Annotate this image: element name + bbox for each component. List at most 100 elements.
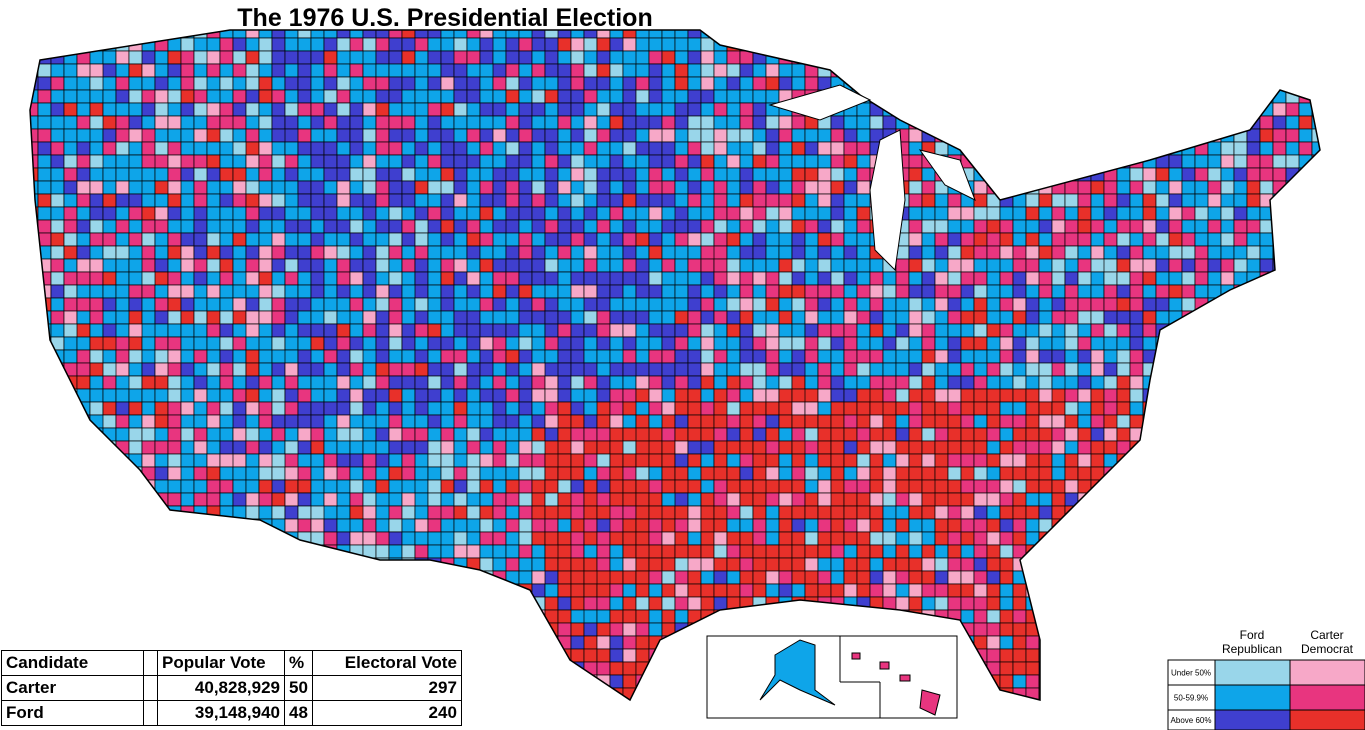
county bbox=[1259, 505, 1274, 520]
county bbox=[1064, 362, 1079, 377]
county bbox=[89, 453, 104, 468]
county bbox=[89, 37, 104, 52]
county bbox=[1233, 492, 1248, 507]
county bbox=[765, 336, 780, 351]
county bbox=[1077, 401, 1092, 416]
county bbox=[726, 375, 741, 390]
county bbox=[882, 271, 897, 286]
county bbox=[154, 30, 169, 39]
county bbox=[518, 50, 533, 65]
county bbox=[1220, 505, 1235, 520]
county bbox=[1181, 245, 1196, 260]
county bbox=[245, 544, 273, 559]
county bbox=[258, 362, 273, 377]
county bbox=[1103, 583, 1118, 598]
county bbox=[30, 154, 39, 169]
county bbox=[167, 479, 182, 494]
county bbox=[739, 37, 754, 52]
county bbox=[1207, 492, 1222, 507]
county bbox=[557, 401, 572, 416]
county bbox=[297, 128, 312, 143]
county bbox=[1285, 531, 1300, 546]
county bbox=[1311, 427, 1320, 442]
county bbox=[297, 180, 312, 195]
county bbox=[973, 271, 988, 286]
county bbox=[1064, 76, 1079, 91]
county bbox=[986, 219, 1001, 234]
county bbox=[1272, 102, 1287, 117]
county bbox=[1246, 427, 1261, 442]
county bbox=[1142, 375, 1170, 390]
county bbox=[167, 375, 182, 390]
county bbox=[440, 388, 455, 403]
county bbox=[544, 232, 559, 247]
county bbox=[973, 440, 988, 455]
county bbox=[89, 30, 117, 39]
county bbox=[583, 154, 598, 169]
county bbox=[778, 440, 793, 455]
county bbox=[258, 219, 273, 234]
county bbox=[323, 362, 338, 377]
county bbox=[271, 596, 299, 611]
county bbox=[1012, 271, 1027, 286]
county bbox=[297, 141, 312, 156]
county bbox=[1012, 401, 1027, 416]
county bbox=[50, 310, 65, 325]
county bbox=[375, 89, 390, 104]
county bbox=[908, 362, 923, 377]
county bbox=[856, 180, 871, 195]
county bbox=[271, 102, 286, 117]
county bbox=[934, 583, 949, 598]
county bbox=[1311, 570, 1320, 585]
county bbox=[427, 518, 442, 533]
county bbox=[1103, 245, 1118, 260]
county bbox=[908, 479, 923, 494]
county bbox=[934, 544, 949, 559]
county bbox=[960, 258, 975, 273]
county bbox=[804, 50, 819, 65]
county bbox=[271, 167, 286, 182]
county bbox=[648, 531, 663, 546]
county bbox=[596, 310, 611, 325]
county bbox=[1194, 635, 1209, 650]
county bbox=[115, 635, 143, 650]
county bbox=[154, 193, 169, 208]
county bbox=[1038, 167, 1066, 182]
county bbox=[531, 479, 546, 494]
county bbox=[830, 622, 845, 637]
county bbox=[986, 284, 1001, 299]
county bbox=[713, 492, 728, 507]
county bbox=[128, 466, 143, 481]
county bbox=[89, 531, 104, 546]
county bbox=[349, 180, 364, 195]
county bbox=[1142, 310, 1157, 325]
county bbox=[362, 388, 377, 403]
county bbox=[37, 505, 52, 520]
county bbox=[622, 544, 637, 559]
county bbox=[947, 609, 962, 624]
county bbox=[219, 76, 234, 91]
county bbox=[635, 388, 650, 403]
county bbox=[167, 310, 182, 325]
county bbox=[1116, 635, 1131, 650]
county bbox=[1207, 440, 1222, 455]
county bbox=[817, 180, 832, 195]
county bbox=[1220, 297, 1235, 312]
county bbox=[973, 180, 988, 195]
county bbox=[76, 388, 91, 403]
county bbox=[531, 271, 546, 286]
county bbox=[1233, 401, 1248, 416]
county bbox=[1246, 115, 1261, 130]
county bbox=[1285, 115, 1300, 130]
county bbox=[934, 37, 962, 52]
county bbox=[518, 622, 533, 637]
county bbox=[596, 466, 611, 481]
county bbox=[557, 453, 572, 468]
county bbox=[154, 622, 169, 637]
county bbox=[921, 128, 936, 143]
county bbox=[1116, 492, 1131, 507]
county bbox=[999, 544, 1014, 559]
county bbox=[245, 102, 260, 117]
county bbox=[193, 219, 208, 234]
county bbox=[1298, 115, 1313, 130]
